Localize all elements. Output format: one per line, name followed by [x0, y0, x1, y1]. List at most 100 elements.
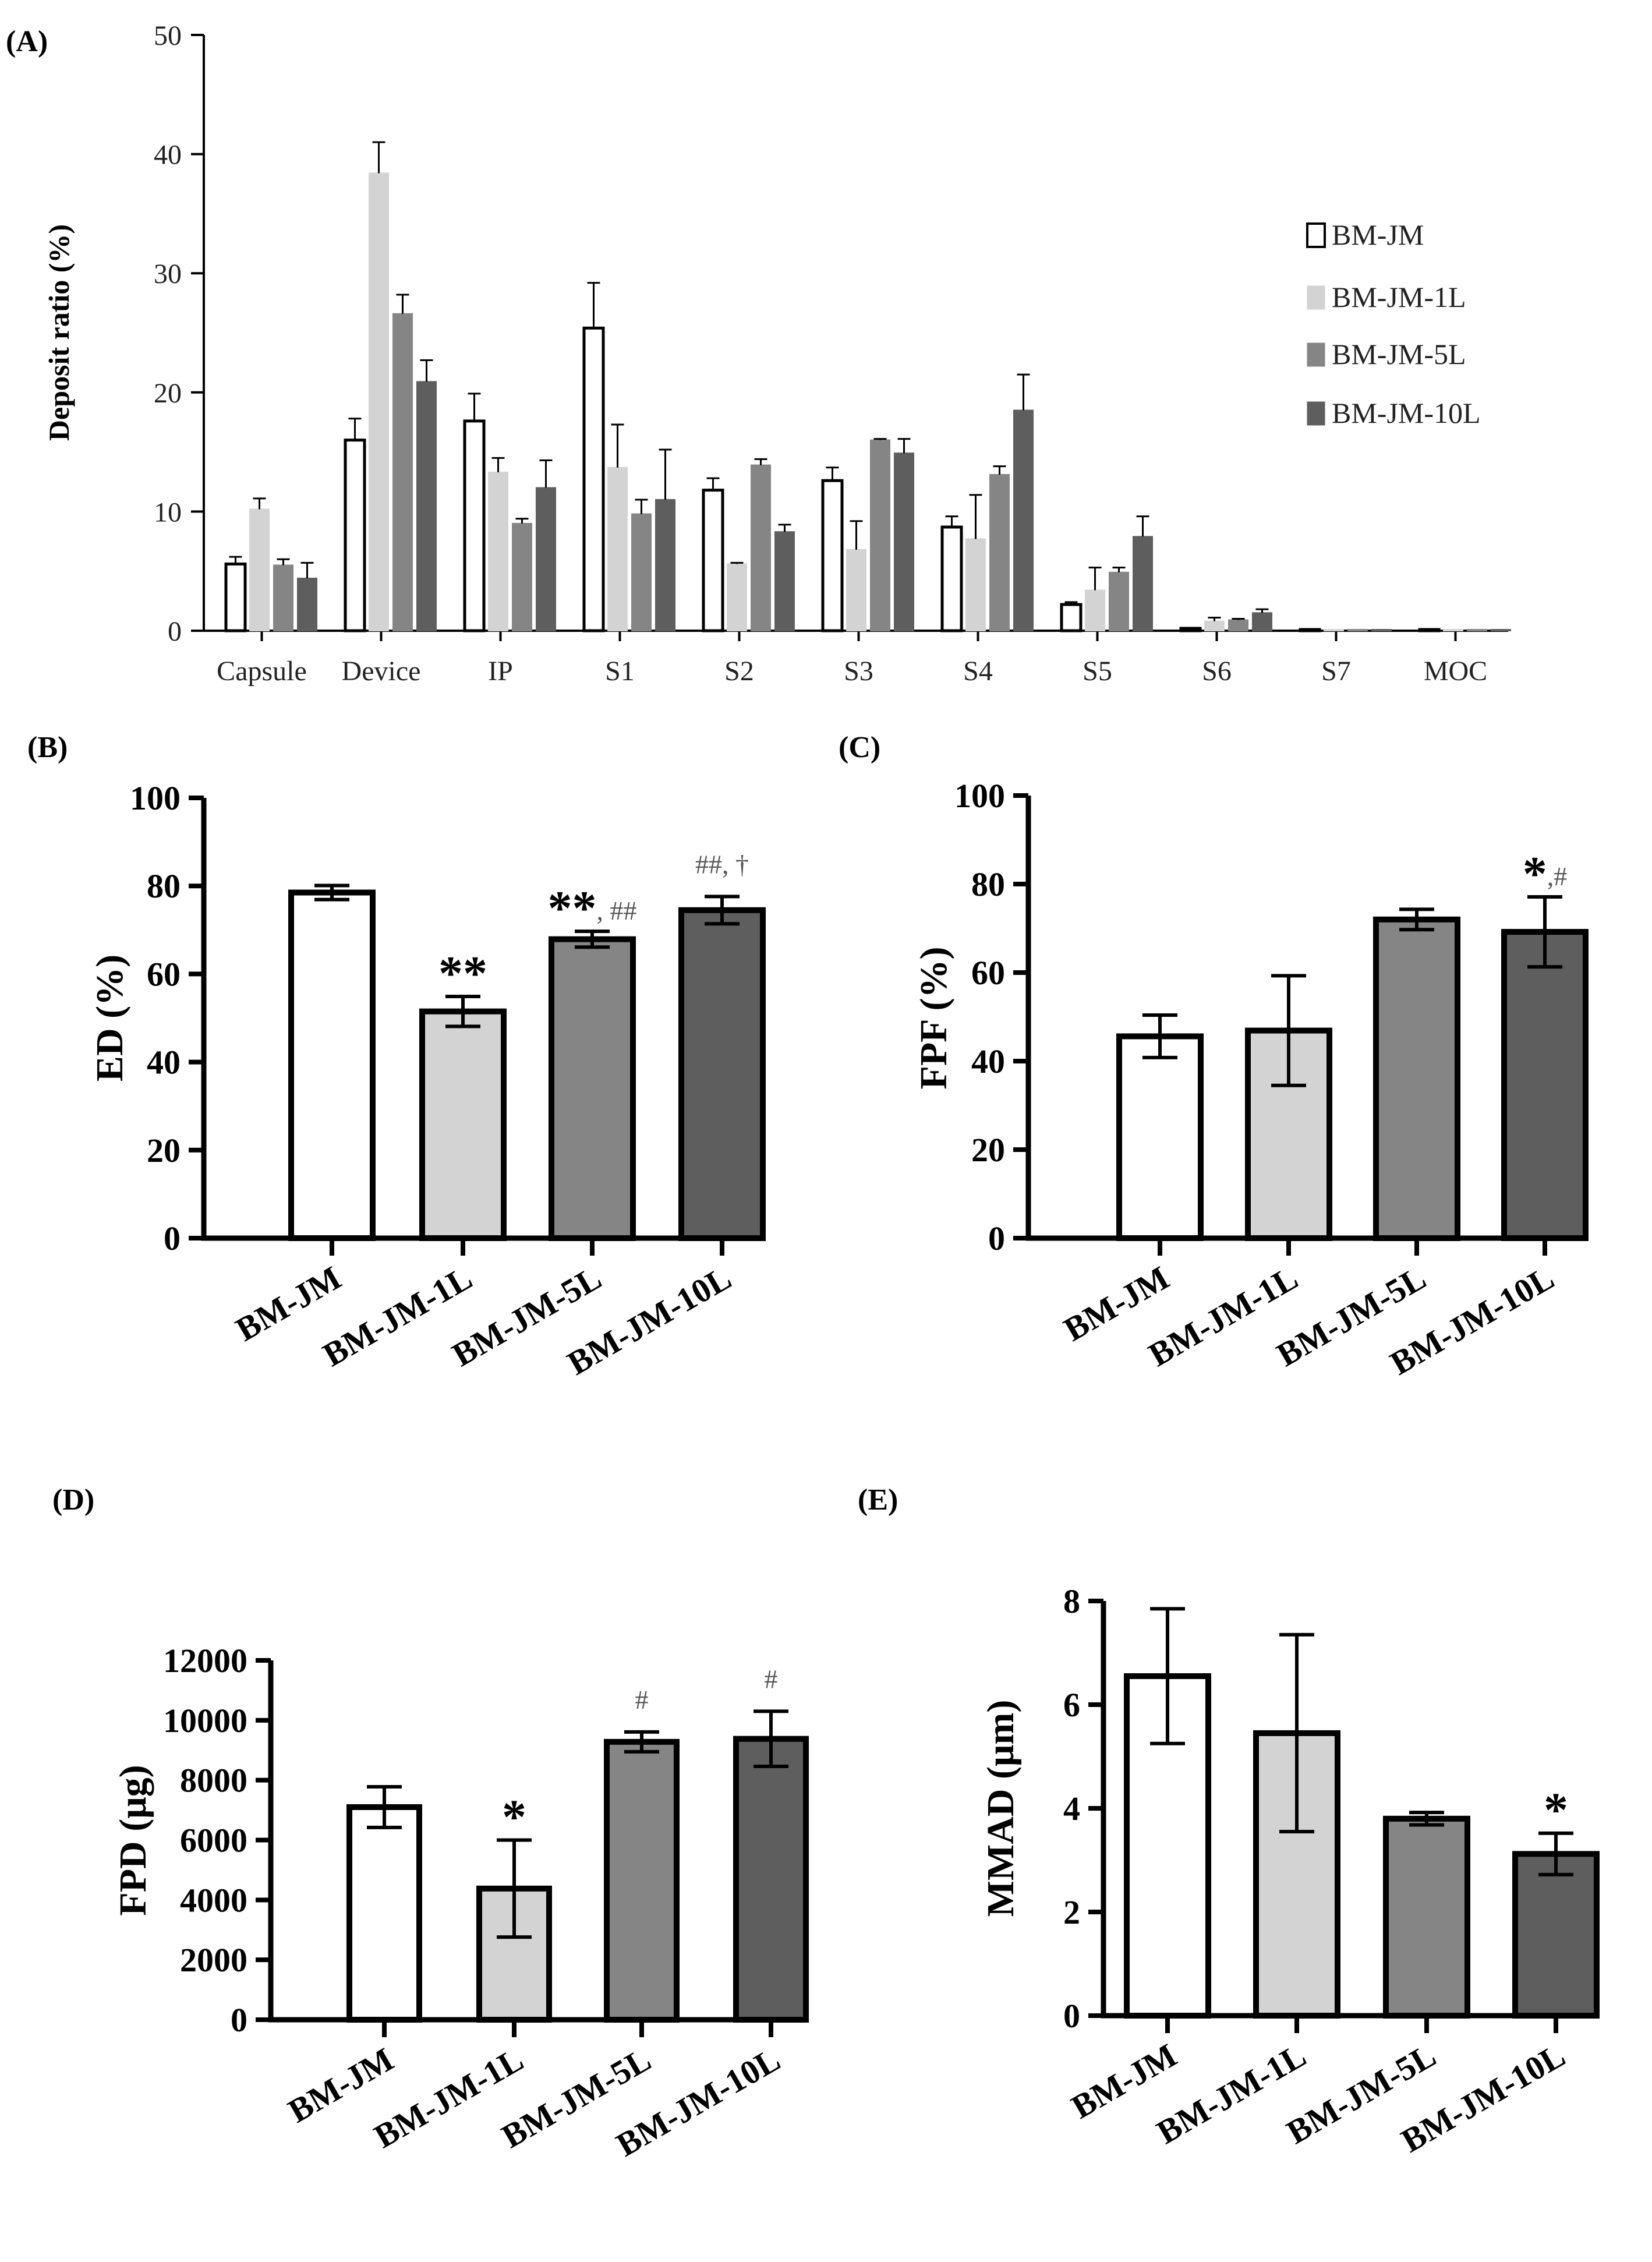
- panel-a-bar-bm-jm-10l: [297, 577, 317, 632]
- panel-b-label: (B): [27, 731, 68, 764]
- panel-a-xtick-label: S2: [724, 656, 754, 687]
- panel-a-ylabel: Deposit ratio (%): [43, 224, 75, 441]
- panel-b-ytick-label: 60: [147, 955, 181, 993]
- panel-a-label: (A): [6, 25, 48, 58]
- panel-a-xtick-label: MOC: [1424, 656, 1487, 687]
- panel-a-ytick-label: 30: [154, 259, 182, 289]
- panel-c-ytick-label: 100: [954, 777, 1005, 815]
- panel-a-ytick-label: 10: [154, 497, 182, 528]
- significance-hash: #: [635, 1685, 649, 1715]
- panel-a-bar-bm-jm: [821, 479, 844, 632]
- significance-hash: ,#: [1547, 861, 1568, 891]
- panel-e-significance: *: [1544, 1783, 1568, 1837]
- panel-d-ytick-label: 0: [231, 2001, 247, 2039]
- panel-a-bar-bm-jm-10l: [416, 381, 437, 631]
- panel-c-ylabel: FPF (%): [912, 947, 955, 1090]
- panel-c-bar-bm-jm-5l: [1373, 916, 1460, 1242]
- significance-hash: #: [765, 1664, 778, 1694]
- panel-a-xtick-label: S3: [844, 656, 873, 687]
- panel-e-ylabel: MMAD (μm): [979, 1700, 1022, 1917]
- panel-a-bar-bm-jm-5l: [751, 464, 771, 632]
- panel-b-ytick-label: 80: [147, 867, 181, 905]
- panel-d-ylabel: FPD (μg): [112, 1765, 154, 1915]
- panel-d-significance: #: [635, 1685, 649, 1715]
- panel-a-xtick-label: Device: [342, 656, 421, 687]
- panel-a-bar-bm-jm-1l: [249, 508, 270, 631]
- panel-a-bar-bm-jm: [1418, 628, 1441, 632]
- panel-d-label: (D): [52, 1483, 94, 1517]
- panel-d-ytick-label: 10000: [163, 1702, 247, 1740]
- panel-a-bar-bm-jm-1l: [846, 549, 866, 632]
- panel-e-bar-bm-jm-5l: [1383, 1815, 1470, 2019]
- panel-c-label: (C): [839, 731, 880, 764]
- panel-a-xtick-label: S6: [1202, 656, 1232, 687]
- panel-d-significance: *: [502, 1790, 526, 1844]
- panel-a-xtick-label: S4: [963, 656, 993, 687]
- significance-star: *: [502, 1790, 526, 1844]
- panel-a-chart: (A) 0 10 20 30 40 50 Deposit ratio (%) Capsule De…: [6, 20, 1511, 687]
- panel-a-bar-bm-jm: [940, 525, 963, 632]
- panel-c-ytick-label: 60: [971, 954, 1005, 992]
- panel-b-bar-bm-jm: [288, 889, 376, 1242]
- panel-a-bar-bm-jm-1l: [1085, 589, 1105, 631]
- panel-d-ytick-label: 2000: [180, 1941, 247, 1979]
- panel-a-xtick-label: S5: [1083, 656, 1112, 687]
- panel-c-ytick-label: 0: [988, 1220, 1005, 1257]
- panel-a-xtick-label: IP: [488, 656, 513, 687]
- panel-a-bar-bm-jm: [344, 439, 366, 632]
- panel-a-ytick-label: 20: [154, 378, 182, 409]
- significance-hash: , ##: [597, 896, 637, 925]
- panel-a-bar-bm-jm-1l: [1324, 629, 1344, 631]
- panel-e-ytick-label: 6: [1063, 1686, 1080, 1724]
- panel-d-bar-bm-jm-5l: [604, 1738, 680, 2023]
- panel-a-bar-bm-jm-10l: [894, 453, 914, 631]
- legend-label-bm-jm-5l: BM-JM-5L: [1332, 338, 1466, 370]
- panel-d-ytick-label: 6000: [180, 1822, 247, 1860]
- significance-star: **: [438, 946, 487, 1001]
- panel-e-ytick-label: 4: [1063, 1790, 1080, 1828]
- panel-a-bar-bm-jm-5l: [1109, 571, 1129, 631]
- panel-b-significance: ##, †: [695, 849, 749, 879]
- panel-a-bar-bm-jm: [582, 326, 605, 632]
- panel-d-ytick-label: 4000: [180, 1881, 247, 1919]
- significance-hash: ##, †: [695, 849, 749, 879]
- panel-b-ytick-label: 100: [130, 779, 181, 817]
- panel-c-bar-bm-jm-10l: [1501, 929, 1589, 1241]
- panel-a-bar-bm-jm-5l: [392, 313, 413, 631]
- panel-a-bar-bm-jm-5l: [1228, 619, 1248, 632]
- panel-b-ytick-label: 20: [147, 1132, 181, 1169]
- panel-a-bar-bm-jm-10l: [655, 499, 675, 631]
- panel-e-ytick-label: 8: [1063, 1582, 1080, 1620]
- panel-b-significance: **, ##: [548, 881, 637, 935]
- panel-a-bar-bm-jm-5l: [989, 473, 1010, 631]
- panel-a-bar-bm-jm-5l: [631, 513, 652, 631]
- panel-b-ylabel: ED (%): [89, 955, 131, 1081]
- panel-a-bar-bm-jm-10l: [1133, 536, 1153, 632]
- panel-b-ytick-label: 40: [147, 1044, 181, 1081]
- significance-star: *: [1544, 1783, 1568, 1837]
- panel-a-bar-bm-jm-1l: [369, 172, 389, 631]
- legend-label-bm-jm: BM-JM: [1332, 218, 1424, 251]
- panel-a-bar-bm-jm-5l: [1467, 629, 1487, 631]
- panel-a-bar-bm-jm-10l: [536, 487, 556, 631]
- panel-a-bar-bm-jm-1l: [965, 538, 986, 632]
- legend-label-bm-jm-1l: BM-JM-1L: [1332, 281, 1466, 313]
- significance-star: **: [548, 881, 597, 935]
- panel-b-ytick-label: 0: [164, 1220, 181, 1257]
- panel-b-significance: **: [438, 946, 487, 1001]
- panel-a-bar-bm-jm: [1299, 628, 1321, 632]
- panel-e-ytick-label: 2: [1063, 1893, 1080, 1931]
- panel-a-xtick-label: Capsule: [217, 656, 307, 687]
- panel-c-ytick-label: 40: [971, 1042, 1005, 1080]
- panel-a-bar-bm-jm-1l: [1204, 620, 1225, 631]
- legend-swatch-bm-jm-1l: [1307, 285, 1325, 310]
- panel-b-bar-bm-jm-1l: [419, 1008, 507, 1242]
- panel-a-bar-bm-jm-1l: [607, 466, 628, 631]
- panel-b-bar-bm-jm-5l: [549, 936, 636, 1241]
- panel-a-ytick-label: 0: [168, 616, 182, 647]
- panel-a-bar-bm-jm-1l: [1443, 629, 1463, 631]
- panel-a-bar-bm-jm: [1179, 627, 1202, 632]
- panel-a-bar-bm-jm-10l: [1371, 629, 1392, 631]
